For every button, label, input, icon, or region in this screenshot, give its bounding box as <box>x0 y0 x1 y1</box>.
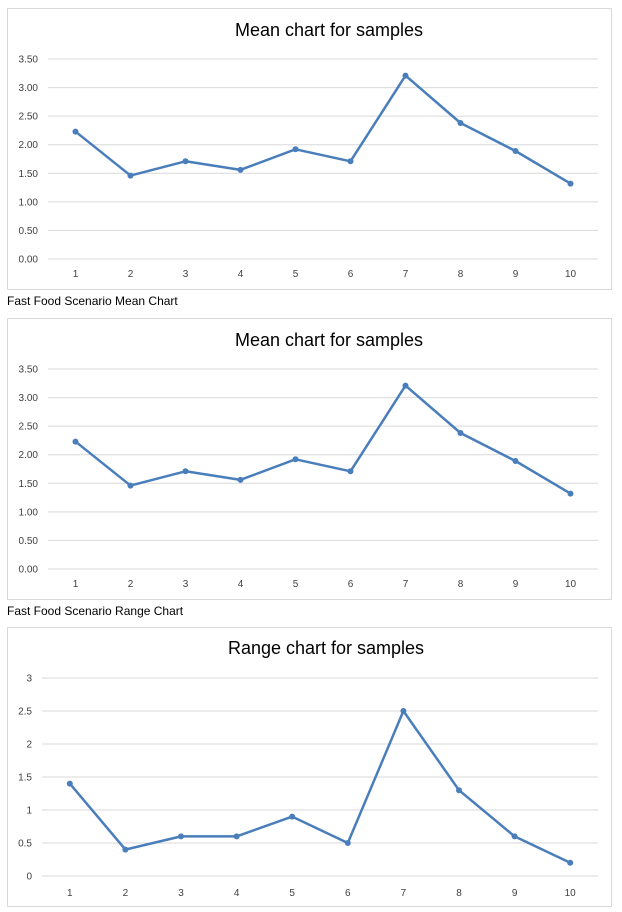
x-tick-label: 9 <box>512 888 518 899</box>
x-tick-label: 3 <box>178 888 184 899</box>
x-tick-label: 4 <box>238 269 244 280</box>
y-tick-label: 1 <box>26 806 32 817</box>
data-point <box>292 146 299 153</box>
x-tick-label: 8 <box>456 888 462 899</box>
data-point <box>456 787 462 794</box>
data-point <box>400 708 407 714</box>
data-point <box>567 859 574 866</box>
data-point <box>182 468 189 475</box>
y-tick-label: 3.00 <box>19 83 39 94</box>
y-tick-label: 3.50 <box>19 55 39 66</box>
mean-chart-caption: Fast Food Scenario Mean Chart <box>7 294 178 308</box>
y-tick-label: 3.00 <box>19 393 39 404</box>
x-tick-label: 5 <box>293 269 299 280</box>
range-chart-caption: Fast Food Scenario Range Chart <box>7 604 184 618</box>
data-point <box>233 833 240 840</box>
y-tick-label: 1.50 <box>19 169 39 180</box>
x-tick-label: 9 <box>513 579 519 590</box>
data-point <box>347 158 354 165</box>
y-tick-label: 0 <box>26 872 32 883</box>
y-tick-label: 0.50 <box>19 226 39 237</box>
x-tick-label: 1 <box>73 579 79 590</box>
mean-chart-1-svg: Mean chart for samples 0.00 0.50 1.00 1.50 2.… <box>19 20 598 280</box>
range-chart-svg: Range chart for samples 0 0.5 1 1.5 2 2.5 3 1 2 3 4… <box>18 638 598 899</box>
data-point <box>457 430 464 436</box>
data-point <box>237 166 244 173</box>
y-tick-label: 3.50 <box>19 365 39 376</box>
x-tick-label: 2 <box>123 888 129 899</box>
y-tick-label: 2.50 <box>19 422 39 433</box>
y-tick-label: 0.00 <box>19 565 39 576</box>
y-tick-label: 2.00 <box>19 140 39 151</box>
x-tick-label: 7 <box>403 269 409 280</box>
x-tick-label: 1 <box>73 269 79 280</box>
y-tick-label: 2.00 <box>19 450 39 461</box>
data-point <box>511 833 518 840</box>
data-point <box>72 438 79 445</box>
data-point <box>127 482 134 489</box>
y-tick-label: 0.00 <box>19 255 39 266</box>
chart-title: Mean chart for samples <box>235 330 423 350</box>
x-tick-label: 2 <box>128 579 134 590</box>
y-tick-label: 3 <box>26 674 32 685</box>
chart-title: Range chart for samples <box>228 638 424 658</box>
x-tick-label: 2 <box>128 269 134 280</box>
chart-title: Mean chart for samples <box>235 20 423 40</box>
data-point <box>344 840 351 846</box>
y-tick-label: 0.5 <box>18 839 32 850</box>
y-tick-label: 1.00 <box>19 197 39 208</box>
x-tick-label: 6 <box>345 888 351 899</box>
series-line <box>74 74 572 185</box>
x-tick-label: 10 <box>565 269 577 280</box>
data-point <box>347 468 354 475</box>
data-point <box>182 158 189 165</box>
data-point <box>292 456 299 463</box>
series-line <box>74 384 572 495</box>
mean-chart-2-svg: Mean chart for samples 0.00 0.50 1.00 1.50 2.… <box>19 330 598 590</box>
data-point <box>127 172 134 179</box>
x-tick-label: 7 <box>401 888 407 899</box>
x-tick-label: 10 <box>565 888 577 899</box>
y-tick-label: 1.5 <box>18 773 32 784</box>
x-tick-label: 4 <box>238 579 244 590</box>
x-tick-label: 10 <box>565 579 577 590</box>
y-tick-label: 2.5 <box>18 707 32 718</box>
x-tick-label: 3 <box>183 269 189 280</box>
y-tick-label: 1.00 <box>19 507 39 518</box>
y-tick-label: 2.50 <box>19 112 39 123</box>
x-tick-label: 3 <box>183 579 189 590</box>
range-chart: Range chart for samples 0 0.5 1 1.5 2 2.5 3 1 2 3 4… <box>7 627 612 907</box>
data-point <box>567 490 574 497</box>
x-tick-label: 1 <box>67 888 73 899</box>
data-point <box>122 846 129 853</box>
data-point <box>402 382 409 389</box>
mean-chart-2: Mean chart for samples 0.00 0.50 1.00 1.50 2.… <box>7 318 612 600</box>
data-point <box>72 128 79 135</box>
data-point <box>178 833 184 840</box>
x-tick-label: 5 <box>289 888 295 899</box>
x-tick-label: 4 <box>234 888 240 899</box>
x-tick-label: 8 <box>458 269 464 280</box>
data-point <box>402 72 409 79</box>
y-tick-label: 0.50 <box>19 536 39 547</box>
data-point <box>237 476 244 483</box>
x-tick-label: 7 <box>403 579 409 590</box>
x-tick-label: 9 <box>513 269 519 280</box>
x-tick-label: 6 <box>348 269 354 280</box>
y-tick-label: 2 <box>26 740 32 751</box>
x-tick-label: 5 <box>293 579 299 590</box>
data-point <box>457 120 464 126</box>
y-tick-label: 1.50 <box>19 479 39 490</box>
x-tick-label: 8 <box>458 579 464 590</box>
data-point <box>512 458 519 464</box>
data-point <box>289 813 296 820</box>
data-point <box>66 780 73 787</box>
data-point <box>512 148 519 154</box>
data-point <box>567 180 574 187</box>
x-tick-label: 6 <box>348 579 354 590</box>
series-line <box>68 709 571 864</box>
mean-chart-1: Mean chart for samples 0.00 0.50 1.00 1.50 2.… <box>7 8 612 290</box>
